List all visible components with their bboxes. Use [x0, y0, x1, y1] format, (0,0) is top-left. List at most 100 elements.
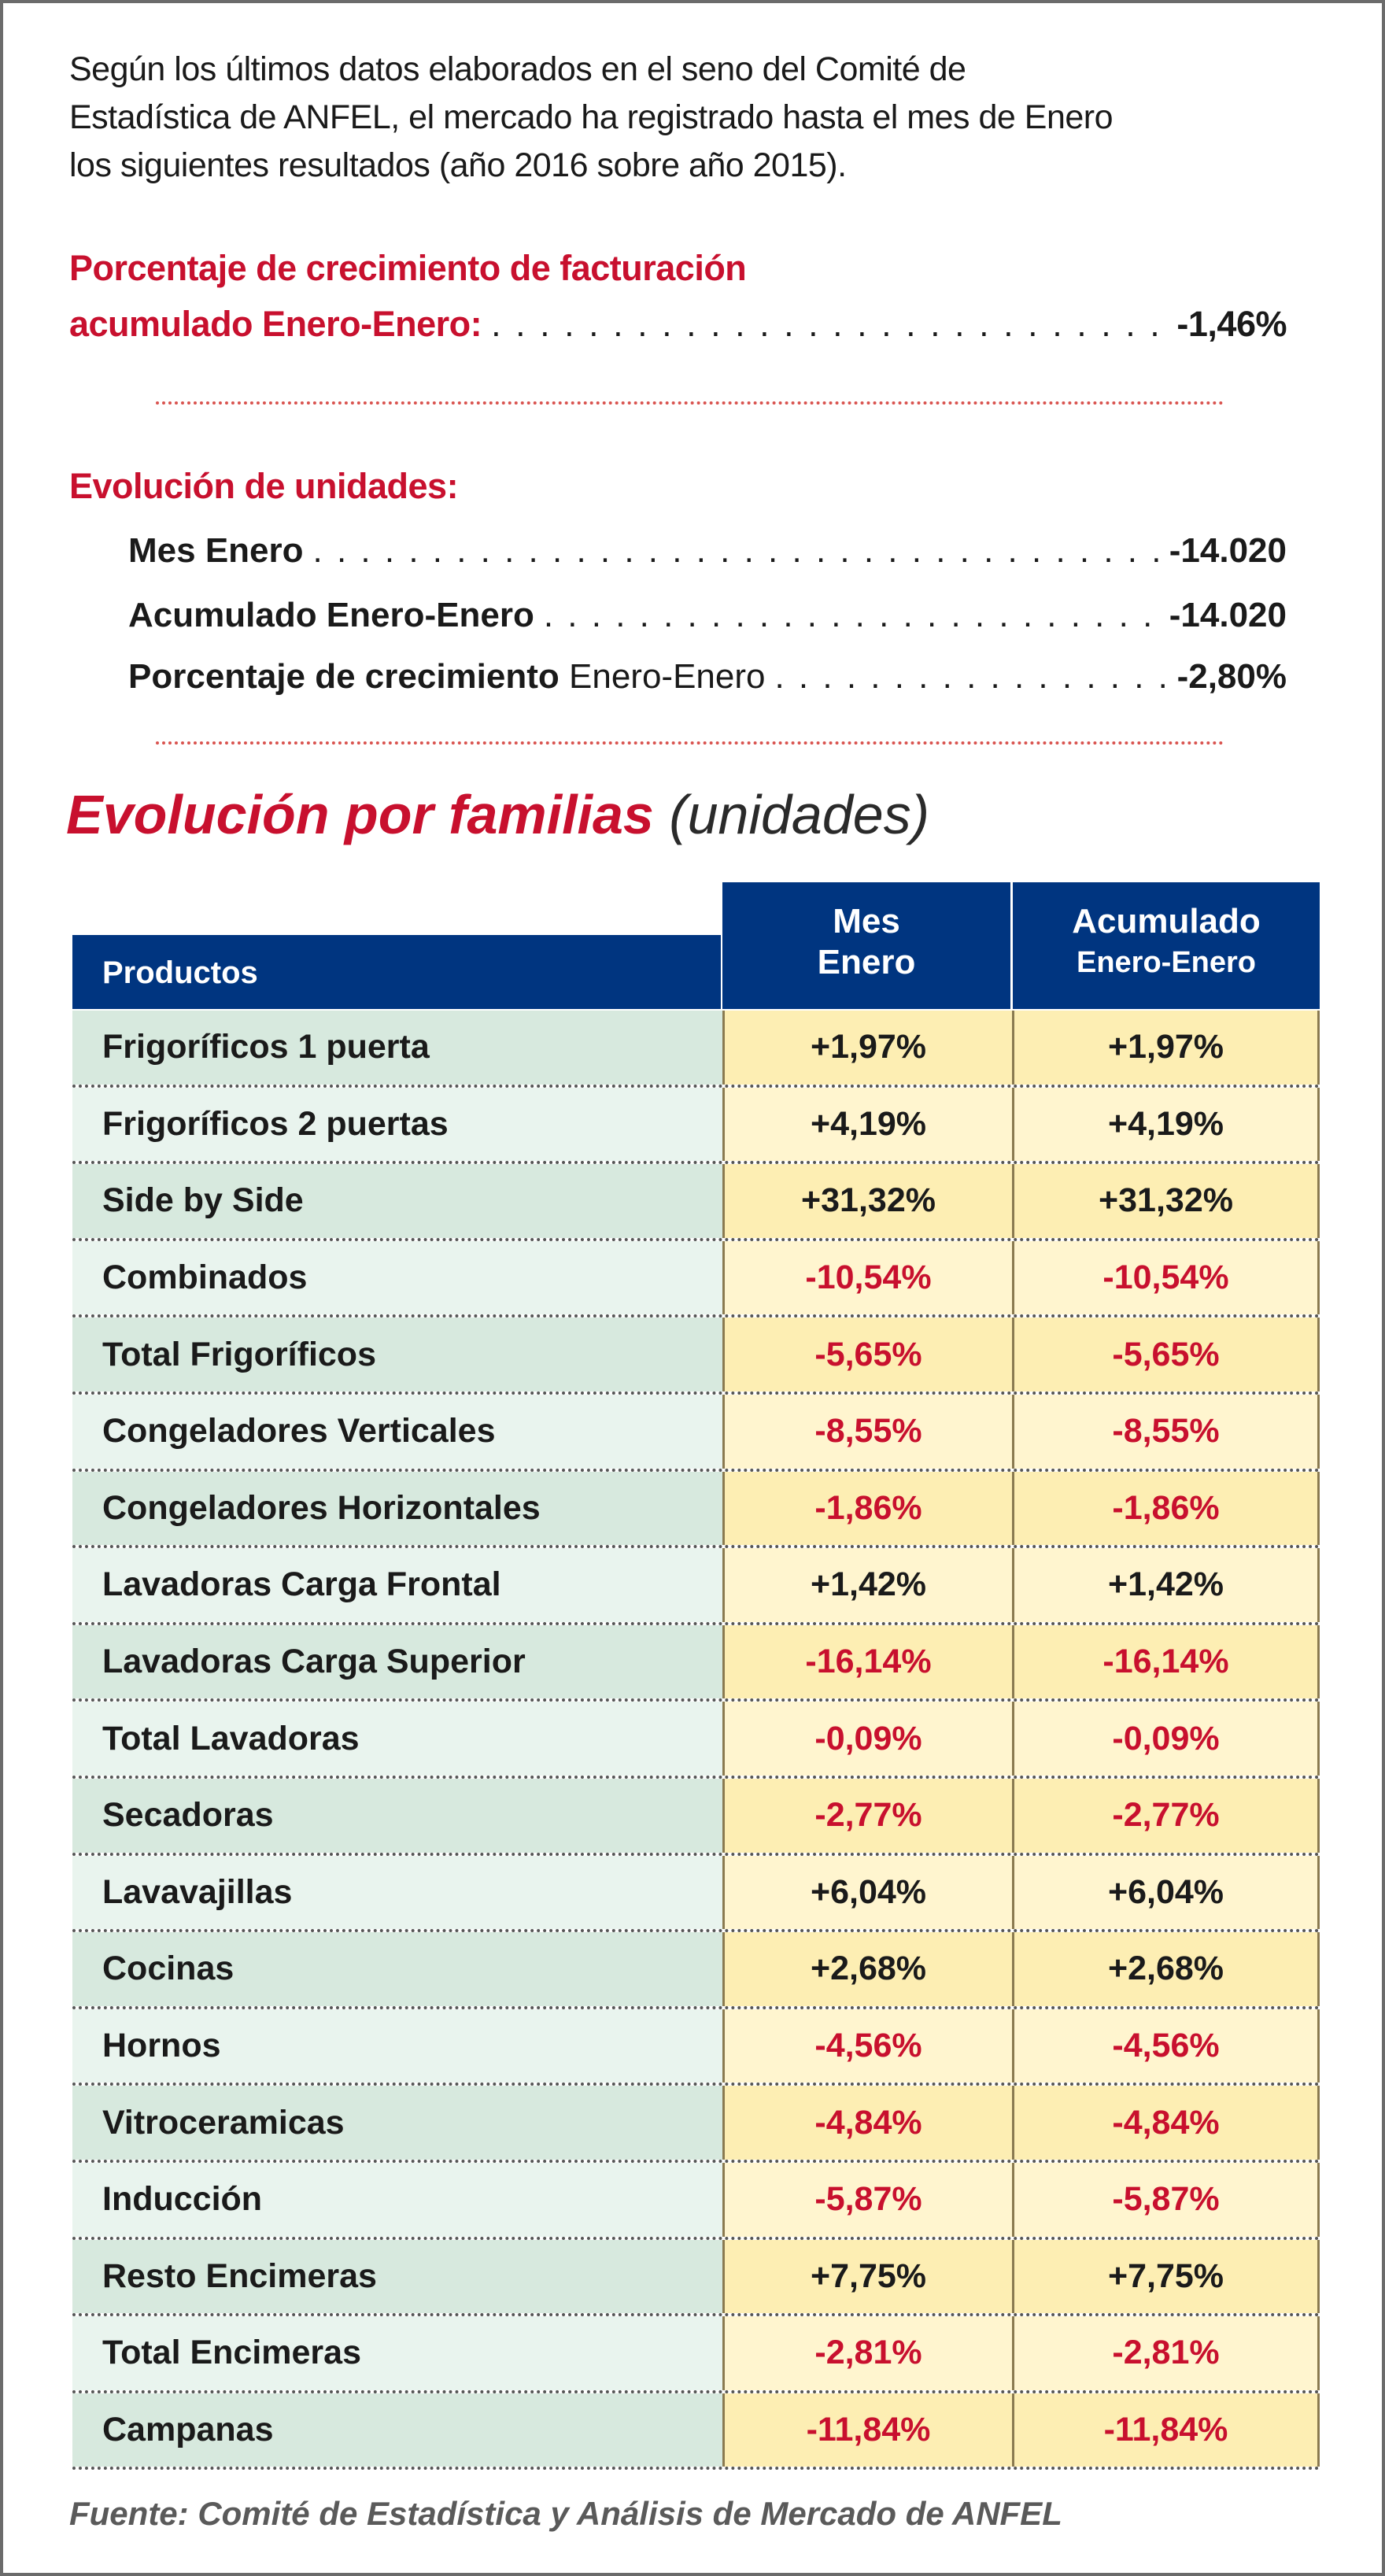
percent-value: -8,55%	[1112, 1412, 1220, 1451]
table-row: Lavavajillas +6,04% +6,04%	[72, 1855, 1320, 1933]
percent-value: +6,04%	[1107, 1872, 1224, 1911]
acumulado-value: -14.020	[1169, 596, 1287, 634]
mes-enero-cell: -2,77%	[722, 1778, 1012, 1853]
table-row: Combinados -10,54% -10,54%	[72, 1240, 1320, 1318]
header-mes-line1: Mes	[833, 902, 900, 941]
percent-value: -8,55%	[814, 1412, 922, 1451]
unidades-porcentaje-row: Porcentaje de crecimiento Enero-Enero -2…	[128, 657, 1287, 697]
source-footer: Fuente: Comité de Estadística y Análisis…	[69, 2495, 1062, 2532]
table-row: Total Encimeras -2,81% -2,81%	[72, 2316, 1320, 2393]
header-acumulado: Acumulado Enero-Enero	[1013, 882, 1320, 1009]
product-name: Total Frigoríficos	[102, 1335, 376, 1373]
table-row: Vitroceramicas -4,84% -4,84%	[72, 2086, 1320, 2163]
product-name-cell: Congeladores Verticales	[72, 1394, 722, 1469]
product-name: Frigoríficos 1 puerta	[102, 1028, 430, 1066]
acumulado-cell: +1,42%	[1012, 1548, 1320, 1622]
percent-value: -4,56%	[1112, 2027, 1220, 2065]
percent-value: -16,14%	[1102, 1643, 1229, 1681]
acumulado-cell: -10,54%	[1012, 1240, 1320, 1315]
product-name-cell: Lavavajillas	[72, 1855, 722, 1930]
mes-enero-cell: -4,84%	[722, 2086, 1012, 2160]
mes-enero-cell: +1,97%	[722, 1011, 1012, 1085]
mes-enero-cell: -1,86%	[722, 1471, 1012, 1546]
header-mes-line2: Enero	[817, 943, 916, 981]
product-name: Congeladores Horizontales	[102, 1488, 541, 1527]
product-name-cell: Secadoras	[72, 1778, 722, 1853]
percent-value: +31,32%	[801, 1181, 936, 1220]
product-name-cell: Inducción	[72, 2162, 722, 2237]
mes-enero-cell: -5,87%	[722, 2162, 1012, 2237]
intro-line: Según los últimos datos elaborados en el…	[69, 50, 966, 88]
mes-value: -14.020	[1169, 531, 1287, 570]
percent-value: -4,56%	[814, 2027, 922, 2065]
percent-value: +4,19%	[810, 1104, 927, 1143]
percent-value: +1,97%	[810, 1028, 927, 1066]
acumulado-cell: -1,86%	[1012, 1471, 1320, 1546]
acumulado-cell: +6,04%	[1012, 1855, 1320, 1930]
facturacion-label-line2: acumulado Enero-Enero:	[69, 304, 482, 344]
header-productos-label: Productos	[102, 955, 258, 990]
percent-value: -0,09%	[814, 1719, 922, 1757]
table-row: Campanas -11,84% -11,84%	[72, 2393, 1320, 2471]
acumulado-cell: -4,84%	[1012, 2086, 1320, 2160]
mes-enero-cell: -0,09%	[722, 1702, 1012, 1776]
product-name: Combinados	[102, 1258, 308, 1297]
mes-enero-cell: +1,42%	[722, 1548, 1012, 1622]
percent-value: -4,84%	[814, 2103, 922, 2142]
acumulado-label: Acumulado Enero-Enero	[128, 596, 534, 634]
mes-enero-cell: +2,68%	[722, 1932, 1012, 2006]
percent-value: -4,84%	[1112, 2103, 1220, 2142]
table-row: Resto Encimeras +7,75% +7,75%	[72, 2239, 1320, 2317]
product-name-cell: Resto Encimeras	[72, 2239, 722, 2314]
unidades-acumulado-row: Acumulado Enero-Enero -14.020	[128, 596, 1287, 635]
product-name-cell: Campanas	[72, 2393, 722, 2467]
dot-leader	[544, 596, 1160, 635]
acumulado-cell: +7,75%	[1012, 2239, 1320, 2314]
table-row: Inducción -5,87% -5,87%	[72, 2162, 1320, 2240]
product-name-cell: Total Lavadoras	[72, 1702, 722, 1776]
product-name-cell: Lavadoras Carga Superior	[72, 1624, 722, 1699]
percent-value: -5,65%	[1112, 1335, 1220, 1373]
product-name-cell: Combinados	[72, 1240, 722, 1315]
product-name: Side by Side	[102, 1181, 304, 1220]
percent-value: -5,87%	[1112, 2180, 1220, 2219]
acumulado-cell: +2,68%	[1012, 1932, 1320, 2006]
percent-value: +2,68%	[1107, 1950, 1224, 1988]
header-acumulado-line2: Enero-Enero	[1076, 946, 1257, 979]
percent-value: -2,81%	[1112, 2334, 1220, 2372]
percent-value: +1,97%	[1107, 1028, 1224, 1066]
percent-value: +31,32%	[1099, 1181, 1233, 1220]
percent-value: +6,04%	[810, 1872, 927, 1911]
product-name: Lavadoras Carga Superior	[102, 1643, 526, 1681]
acumulado-cell: -0,09%	[1012, 1702, 1320, 1776]
mes-enero-cell: +31,32%	[722, 1164, 1012, 1238]
acumulado-cell: -2,77%	[1012, 1778, 1320, 1853]
familias-title-main: Evolución por familias	[66, 784, 654, 845]
dotted-separator	[156, 741, 1224, 745]
acumulado-cell: -8,55%	[1012, 1394, 1320, 1469]
facturacion-label-line1: Porcentaje de crecimiento de facturación	[69, 248, 747, 288]
percent-value: +1,42%	[1107, 1565, 1224, 1604]
product-name: Inducción	[102, 2180, 263, 2219]
table-row: Total Lavadoras -0,09% -0,09%	[72, 1702, 1320, 1779]
facturacion-block: Porcentaje de crecimiento de facturación…	[69, 240, 1287, 352]
dotted-separator	[156, 401, 1224, 405]
table-row: Lavadoras Carga Frontal +1,42% +1,42%	[72, 1548, 1320, 1625]
percent-value: +7,75%	[1107, 2256, 1224, 2295]
product-name: Cocinas	[102, 1950, 235, 1988]
product-name-cell: Cocinas	[72, 1932, 722, 2006]
table-row: Cocinas +2,68% +2,68%	[72, 1932, 1320, 2009]
familias-title-suffix: (unidades)	[669, 784, 930, 845]
percent-value: +1,42%	[810, 1565, 927, 1604]
table-row: Frigoríficos 1 puerta +1,97% +1,97%	[72, 1011, 1320, 1088]
unidades-mes-row: Mes Enero -14.020	[128, 531, 1287, 571]
product-name-cell: Total Frigoríficos	[72, 1318, 722, 1391]
mes-enero-cell: -4,56%	[722, 2009, 1012, 2083]
mes-enero-cell: -16,14%	[722, 1624, 1012, 1699]
intro-line: los siguientes resultados (año 2016 sobr…	[69, 146, 847, 184]
product-name: Campanas	[102, 2410, 274, 2448]
mes-enero-cell: +4,19%	[722, 1087, 1012, 1162]
percent-value: -2,77%	[1112, 1796, 1220, 1835]
acumulado-cell: -5,65%	[1012, 1318, 1320, 1391]
